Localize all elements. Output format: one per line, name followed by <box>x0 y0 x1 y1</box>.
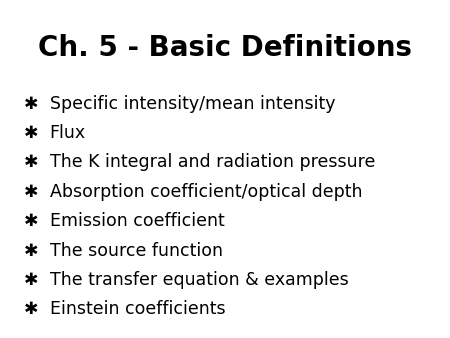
Text: ✱: ✱ <box>24 95 39 113</box>
Text: Specific intensity/mean intensity: Specific intensity/mean intensity <box>50 95 335 113</box>
Text: ✱: ✱ <box>24 183 39 201</box>
Text: ✱: ✱ <box>24 242 39 260</box>
Text: The source function: The source function <box>50 242 222 260</box>
Text: ✱: ✱ <box>24 271 39 289</box>
Text: Emission coefficient: Emission coefficient <box>50 212 224 230</box>
Text: Einstein coefficients: Einstein coefficients <box>50 300 225 318</box>
Text: The K integral and radiation pressure: The K integral and radiation pressure <box>50 153 375 171</box>
Text: ✱: ✱ <box>24 153 39 171</box>
Text: ✱: ✱ <box>24 124 39 142</box>
Text: Absorption coefficient/optical depth: Absorption coefficient/optical depth <box>50 183 362 201</box>
Text: ✱: ✱ <box>24 212 39 230</box>
Text: ✱: ✱ <box>24 300 39 318</box>
Text: Flux: Flux <box>50 124 86 142</box>
Text: The transfer equation & examples: The transfer equation & examples <box>50 271 348 289</box>
Text: Ch. 5 - Basic Definitions: Ch. 5 - Basic Definitions <box>38 34 412 62</box>
